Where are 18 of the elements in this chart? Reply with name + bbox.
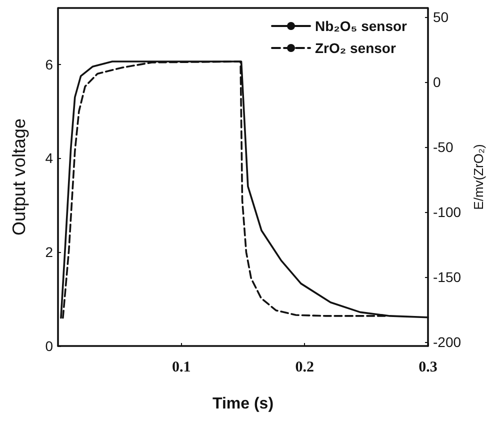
y2-tick-label: 0 bbox=[433, 74, 441, 90]
x-axis-title: Time (s) bbox=[212, 396, 274, 412]
y2-tick-label: -50 bbox=[433, 139, 454, 156]
y2-tick-label: -150 bbox=[433, 269, 462, 286]
y2-tick-label: -200 bbox=[433, 334, 462, 350]
x-tick-label: 0.3 bbox=[418, 360, 438, 376]
y-tick-label: 4 bbox=[45, 150, 54, 166]
x-tick-label: 0.1 bbox=[172, 360, 191, 376]
legend-label: Nb₂O₅ sensor bbox=[315, 18, 408, 34]
legend-label: ZrO₂ sensor bbox=[315, 40, 396, 56]
y-tick-label: 6 bbox=[45, 56, 54, 72]
y-axis-title: Output voltage bbox=[9, 118, 29, 236]
y2-tick-label: -100 bbox=[433, 204, 462, 220]
y2-tick-label: 50 bbox=[433, 9, 449, 26]
y-tick-label: 2 bbox=[45, 244, 54, 260]
y-tick-label: 0 bbox=[45, 338, 54, 354]
y2-axis-title: E/mv(ZrO₂) bbox=[471, 144, 486, 210]
x-tick-label: 0.2 bbox=[295, 360, 314, 376]
